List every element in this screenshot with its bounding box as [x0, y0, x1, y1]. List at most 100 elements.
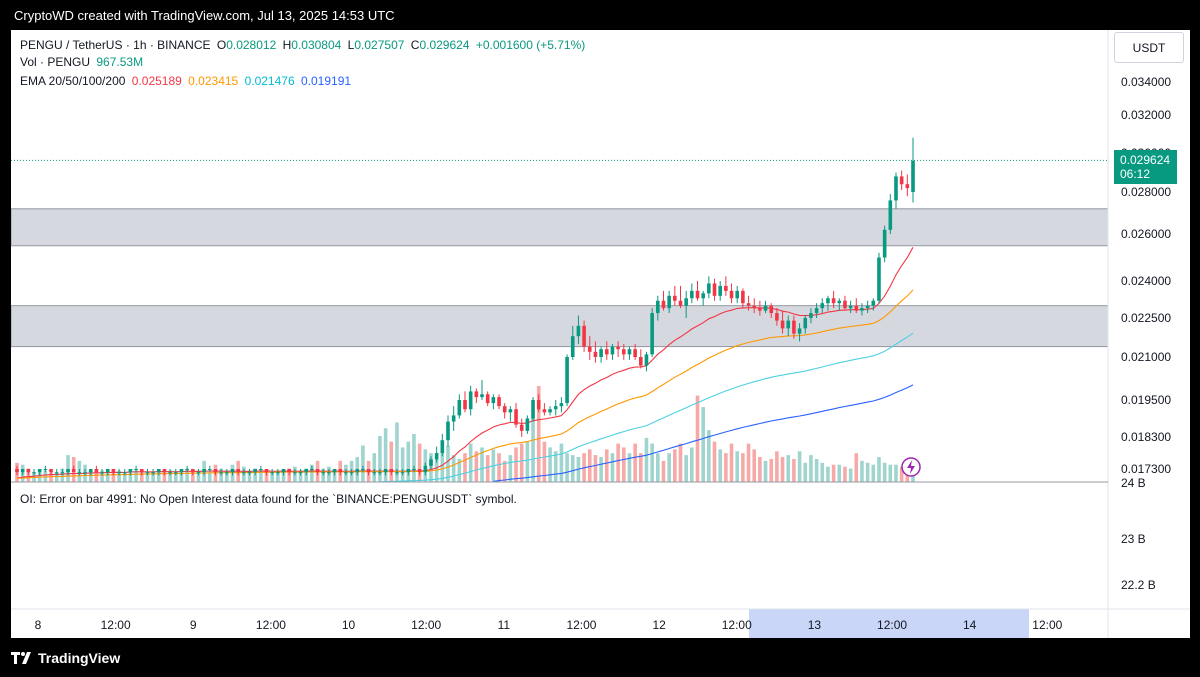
- candle-body: [213, 469, 218, 473]
- candle-body: [247, 472, 252, 474]
- volume-bar: [865, 462, 870, 482]
- candle-body: [690, 290, 694, 299]
- last-price-tag: 0.029624 06:12: [1114, 150, 1177, 184]
- volume-bar: [168, 470, 172, 482]
- candle-body: [678, 300, 683, 306]
- candle-body: [366, 469, 371, 473]
- candle-body: [587, 346, 592, 352]
- candle-body: [293, 472, 297, 474]
- volume-bar: [746, 443, 751, 482]
- price-tick-label: 0.018300: [1121, 430, 1171, 444]
- candle-body: [616, 346, 620, 350]
- ema200-value: 0.019191: [300, 74, 352, 88]
- candle-body: [599, 349, 603, 357]
- candle-body: [122, 472, 127, 474]
- volume-bar: [247, 470, 252, 482]
- candle-body: [446, 421, 450, 441]
- ema-label[interactable]: EMA 20/50/100/200: [20, 74, 126, 88]
- lightning-icon-glyph: [907, 460, 915, 474]
- footer-bar: TradingView: [0, 638, 1200, 677]
- candle-body: [911, 160, 915, 192]
- volume-bar: [497, 453, 501, 482]
- volume-bar: [616, 443, 620, 482]
- volume-bar: [446, 445, 450, 482]
- candle-body: [673, 295, 677, 301]
- time-tick-label: 12:00: [566, 618, 596, 632]
- volume-label[interactable]: Vol · PENGU: [20, 55, 91, 69]
- candle-body: [173, 472, 178, 474]
- candle-body: [304, 469, 309, 473]
- volume-bar: [843, 466, 847, 482]
- volume-bar: [383, 428, 388, 482]
- tradingview-logo[interactable]: TradingView: [11, 650, 120, 666]
- candle-body: [463, 400, 467, 410]
- symbol-label[interactable]: PENGU / TetherUS · 1h · BINANCE: [20, 38, 211, 52]
- candle-body: [94, 469, 99, 473]
- chart-panel[interactable]: 0.0340000.0320000.0300000.0280000.026000…: [11, 30, 1190, 638]
- candle-body: [196, 472, 201, 474]
- volume-bar: [162, 472, 167, 482]
- candle-body: [746, 303, 751, 306]
- volume-bar: [88, 470, 93, 482]
- candle-body: [610, 346, 615, 355]
- candle-body: [37, 469, 42, 473]
- volume-bar: [775, 451, 779, 482]
- volume-value: 967.53M: [96, 55, 144, 69]
- tradingview-logo-icon: [11, 652, 31, 664]
- ema-lines: [16, 247, 914, 483]
- ohlc-legend: PENGU / TetherUS · 1h · BINANCE O0.02801…: [20, 38, 588, 52]
- volume-bar: [440, 451, 445, 482]
- candle-body: [440, 440, 445, 453]
- candle-body: [780, 320, 785, 329]
- volume-bar: [400, 447, 405, 482]
- candle-body: [434, 453, 439, 460]
- candle-body: [701, 293, 705, 299]
- ema20-value: 0.025189: [131, 74, 182, 88]
- time-tick-label: 12:00: [256, 618, 286, 632]
- candle-body: [468, 391, 473, 410]
- selected-time-range: [749, 609, 1029, 638]
- volume-bar: [117, 470, 121, 482]
- candle-body: [71, 469, 76, 473]
- volume-bar: [553, 451, 558, 482]
- candle-body: [202, 469, 206, 473]
- candle-body: [763, 305, 768, 311]
- price-tick-label: 0.017300: [1121, 462, 1171, 476]
- candle-body: [695, 290, 700, 299]
- volume-bar: [627, 453, 632, 482]
- candle-body: [621, 349, 626, 355]
- candle-body: [877, 257, 881, 301]
- volume-bar: [888, 464, 893, 482]
- candle-body: [236, 469, 240, 473]
- ema20-line: [16, 247, 914, 479]
- ema50-line: [16, 289, 914, 479]
- candle-body: [111, 469, 116, 473]
- volume-bar: [735, 451, 740, 482]
- volume-bar: [786, 455, 791, 482]
- volume-bar: [899, 466, 904, 482]
- candle-body: [253, 469, 257, 473]
- time-tick-label: 12:00: [411, 618, 441, 632]
- candle-body: [860, 308, 864, 311]
- price-tick-label: 0.034000: [1121, 75, 1171, 89]
- candle-body: [276, 472, 280, 474]
- volume-bar: [814, 458, 819, 482]
- time-tick-label: 12:00: [877, 618, 907, 632]
- volume-bar: [100, 470, 104, 482]
- volume-bar: [185, 468, 189, 482]
- volume-bar: [412, 434, 416, 482]
- price-chart[interactable]: 0.0340000.0320000.0300000.0280000.026000…: [11, 30, 1190, 638]
- low-label: L: [347, 38, 355, 52]
- oi-tick-label: 23 B: [1121, 532, 1146, 546]
- candle-body: [638, 357, 643, 366]
- candle-body: [451, 415, 456, 422]
- volume-bar: [882, 462, 887, 482]
- volume-bar: [650, 443, 654, 482]
- volume-bar: [712, 441, 717, 482]
- currency-selector[interactable]: USDT: [1114, 32, 1184, 63]
- candle-body: [724, 285, 728, 291]
- volume-bar: [638, 453, 643, 482]
- candle-body: [429, 459, 433, 466]
- volume-bar: [179, 470, 184, 482]
- candle-body: [400, 472, 405, 474]
